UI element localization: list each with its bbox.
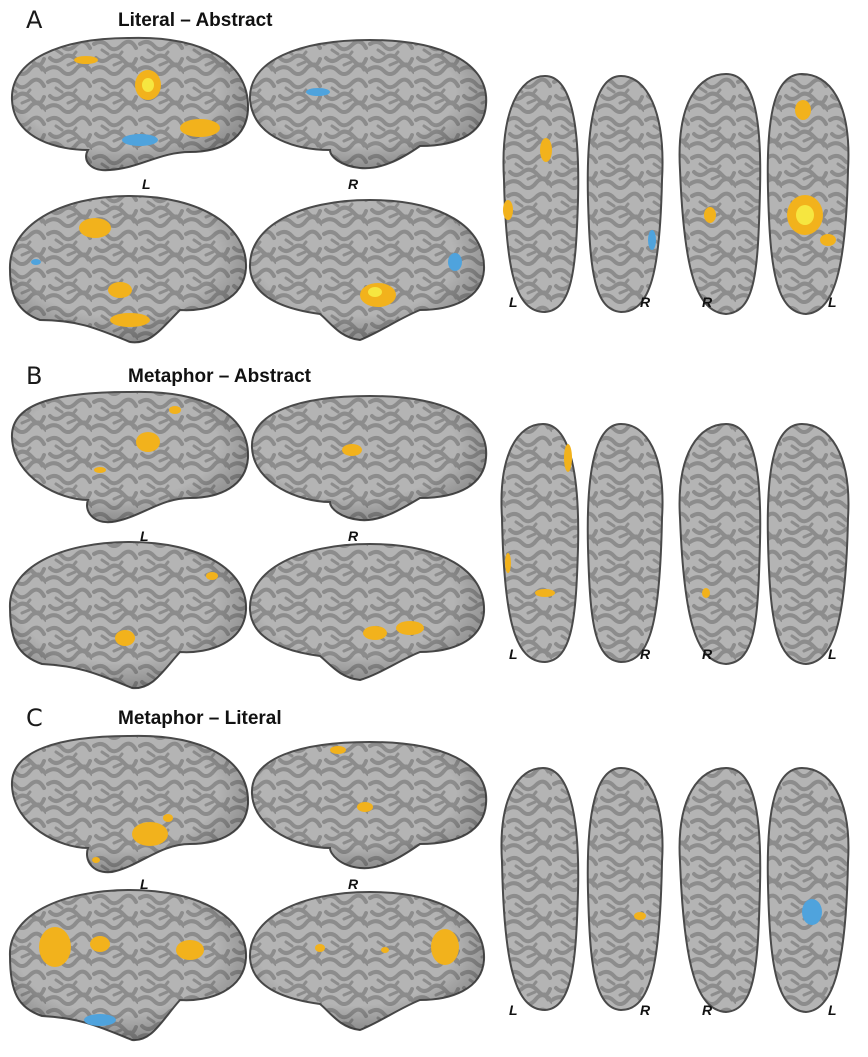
- brain-surface-views: [8, 390, 850, 690]
- panel-title: Metaphor – Abstract: [128, 366, 311, 387]
- panel-title: Literal – Abstract: [118, 10, 273, 31]
- panel-a: A Literal – Abstract: [0, 0, 868, 350]
- dorsal-left-label: L: [828, 294, 837, 310]
- ventral-left-label: L: [509, 1002, 518, 1018]
- panel-c: C Metaphor – Literal: [0, 702, 868, 1057]
- dorsal-left-label: L: [828, 1002, 837, 1018]
- dorsal-right-label: R: [702, 1002, 713, 1018]
- medial-right-hemisphere: [248, 198, 486, 342]
- lateral-right-hemisphere: [250, 740, 488, 870]
- medial-left-hemisphere: [8, 540, 248, 690]
- medial-right-hemisphere: [248, 890, 486, 1032]
- dorsal-right-label: R: [702, 646, 713, 662]
- ventral-view-pair: [500, 766, 664, 1012]
- lateral-left-hemisphere: [10, 734, 250, 874]
- ventral-left-label: L: [509, 646, 518, 662]
- lateral-left-hemisphere: [10, 36, 250, 172]
- ventral-view-pair: [502, 74, 664, 314]
- medial-left-hemisphere: [8, 888, 248, 1042]
- lateral-right-label: R: [348, 876, 359, 892]
- dorsal-view-pair: [678, 766, 850, 1014]
- lateral-right-hemisphere: [248, 38, 488, 170]
- panel-letter: B: [26, 362, 43, 390]
- ventral-right-label: R: [640, 646, 651, 662]
- lateral-right-label: R: [348, 528, 359, 544]
- ventral-view-pair: [500, 422, 664, 664]
- ventral-left-label: L: [509, 294, 518, 310]
- lateral-left-label: L: [140, 528, 149, 544]
- medial-left-hemisphere: [8, 194, 248, 344]
- lateral-left-label: L: [142, 176, 151, 192]
- panel-letter: A: [26, 6, 43, 34]
- panel-title: Metaphor – Literal: [118, 708, 282, 729]
- dorsal-view-pair: [678, 422, 850, 666]
- lateral-left-hemisphere: [10, 390, 250, 524]
- ventral-right-label: R: [640, 294, 651, 310]
- panel-letter: C: [26, 704, 43, 732]
- lateral-right-label: R: [348, 176, 359, 192]
- panel-b: B Metaphor – Abstract: [0, 358, 868, 698]
- brain-surface-views: [8, 36, 850, 344]
- ventral-right-label: R: [640, 1002, 651, 1018]
- lateral-right-hemisphere: [250, 394, 488, 522]
- medial-right-hemisphere: [248, 542, 486, 682]
- brain-surface-views: [8, 734, 850, 1042]
- lateral-left-label: L: [140, 876, 149, 892]
- dorsal-left-label: L: [828, 646, 837, 662]
- dorsal-view-pair: [678, 72, 850, 316]
- dorsal-right-label: R: [702, 294, 713, 310]
